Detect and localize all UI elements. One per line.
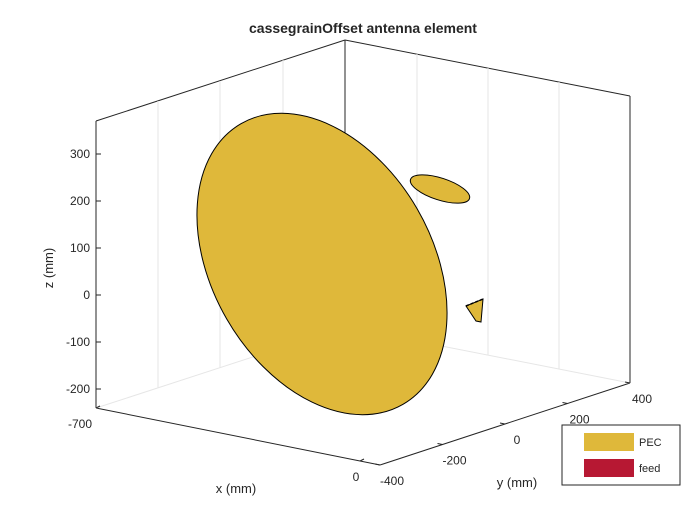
feed-horn	[465, 298, 484, 323]
y-tick-label: 200	[569, 413, 589, 427]
x-tick-label: 0	[353, 470, 360, 484]
z-axis-label: z (mm)	[41, 248, 56, 288]
chart-title: cassegrainOffset antenna element	[249, 20, 477, 36]
tick-mark	[437, 443, 443, 445]
z-tick-label: 200	[70, 194, 90, 208]
z-tick-label: -200	[66, 382, 90, 396]
back-edge-top	[95, 39, 346, 122]
z-tick-label: 0	[83, 288, 90, 302]
tick-mark	[499, 422, 506, 425]
subreflector	[409, 174, 471, 204]
legend-swatch-feed	[584, 459, 634, 477]
y-tick-label: -400	[380, 474, 404, 488]
tick-mark	[359, 458, 365, 462]
legend-swatch-pec	[584, 433, 634, 451]
z-tick-labels: 300 200 100 0 -100 -200	[66, 147, 101, 396]
x-tick-labels: -700 0	[68, 405, 365, 484]
subreflector-surface	[409, 174, 471, 204]
y-tick-label: 0	[514, 433, 521, 447]
tick-mark	[562, 402, 568, 404]
y-tick-label: 400	[632, 392, 652, 406]
x-tick-label: -700	[68, 417, 92, 431]
z-tick-label: -100	[66, 335, 90, 349]
tick-mark	[95, 405, 101, 409]
floor-edge-front-left	[95, 407, 381, 466]
legend-label-feed: feed	[639, 463, 660, 475]
feed-horn-aperture	[465, 298, 484, 307]
legend: PEC feed	[561, 424, 681, 486]
y-tick-labels: -400 -200 0 200 400	[374, 381, 652, 488]
main-reflector-surface	[196, 112, 448, 416]
tick-mark	[374, 463, 381, 466]
z-tick-label: 100	[70, 241, 90, 255]
y-axis-label: y (mm)	[497, 475, 537, 490]
z-tick-label: 300	[70, 147, 90, 161]
y-tick-label: -200	[442, 454, 466, 468]
main-reflector	[196, 112, 448, 416]
tick-mark	[624, 381, 631, 384]
legend-label-pec: PEC	[639, 437, 662, 449]
x-axis-label: x (mm)	[216, 481, 256, 496]
